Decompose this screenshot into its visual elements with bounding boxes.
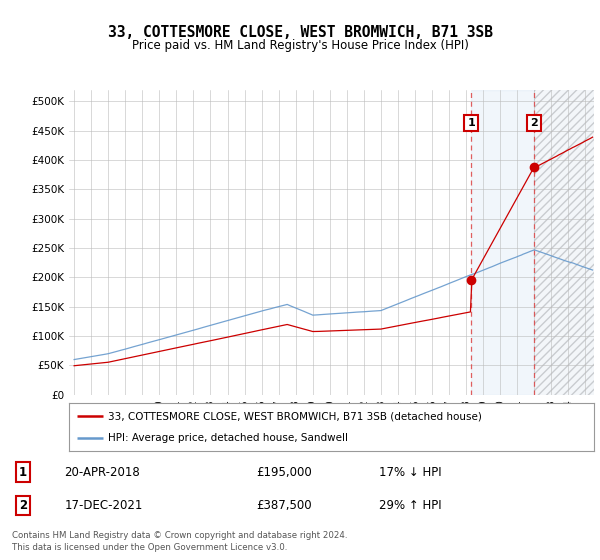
Text: Price paid vs. HM Land Registry's House Price Index (HPI): Price paid vs. HM Land Registry's House … [131,39,469,52]
Bar [471,90,533,395]
Bar [533,90,594,395]
Text: 1: 1 [467,118,475,128]
Text: 2: 2 [530,118,538,128]
Bar [533,90,594,395]
Text: 1: 1 [19,465,27,479]
Text: £387,500: £387,500 [256,499,312,512]
Text: Contains HM Land Registry data © Crown copyright and database right 2024.
This d: Contains HM Land Registry data © Crown c… [12,531,347,552]
Text: 33, COTTESMORE CLOSE, WEST BROMWICH, B71 3SB (detached house): 33, COTTESMORE CLOSE, WEST BROMWICH, B71… [109,411,482,421]
Text: 29% ↑ HPI: 29% ↑ HPI [379,499,441,512]
Text: 17-DEC-2021: 17-DEC-2021 [64,499,143,512]
Text: 33, COTTESMORE CLOSE, WEST BROMWICH, B71 3SB: 33, COTTESMORE CLOSE, WEST BROMWICH, B71… [107,25,493,40]
Text: 17% ↓ HPI: 17% ↓ HPI [379,465,441,479]
Bar [533,90,594,395]
Text: 20-APR-2018: 20-APR-2018 [64,465,140,479]
Text: 2: 2 [19,499,27,512]
Text: £195,000: £195,000 [256,465,312,479]
Text: HPI: Average price, detached house, Sandwell: HPI: Average price, detached house, Sand… [109,433,349,443]
